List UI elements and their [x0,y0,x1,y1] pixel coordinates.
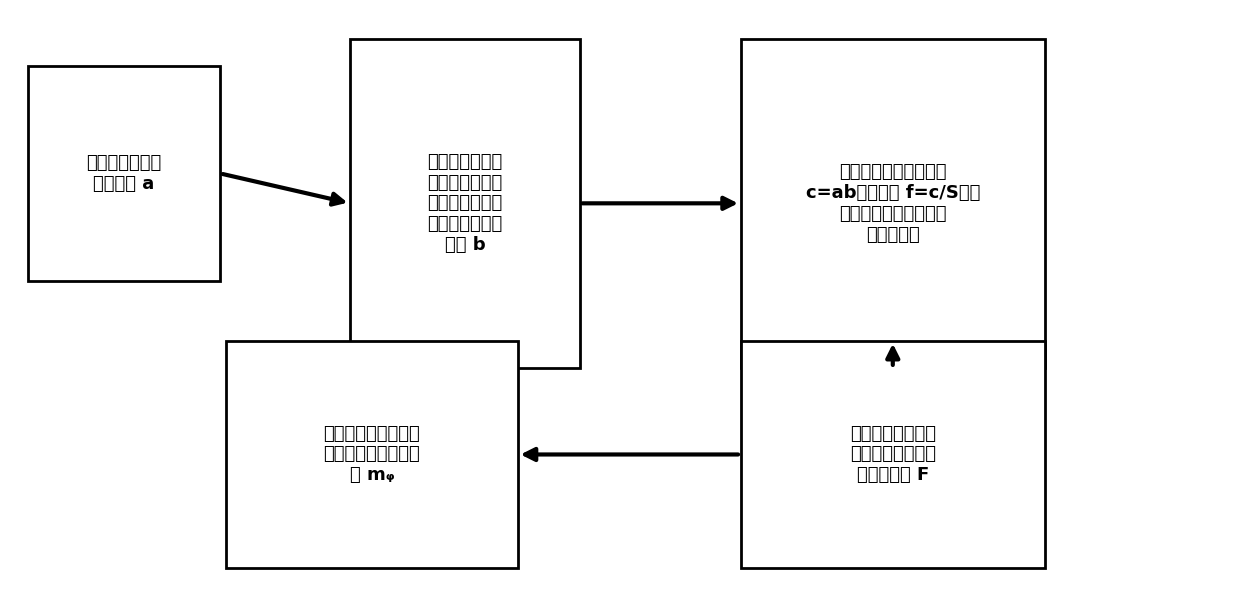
Text: 在其中选取若干
行柔性作物，计
算各行柔性作物
的植株数的平均
数为 b: 在其中选取若干 行柔性作物，计 算各行柔性作物 的植株数的平均 数为 b [428,152,502,254]
Text: 查阅相关资料，确
定该柔性作物种植
的最佳密度 F: 查阅相关资料，确 定该柔性作物种植 的最佳密度 F [849,425,936,484]
FancyBboxPatch shape [226,341,517,568]
FancyBboxPatch shape [740,341,1044,568]
Text: 将测试区域作物
行数记为 a: 将测试区域作物 行数记为 a [87,154,161,193]
Text: 根据公式计算柔性作
物的种植密度测试结
果 mᵩ: 根据公式计算柔性作 物的种植密度测试结 果 mᵩ [324,425,420,484]
Text: 计算单位面积的植株数
c=ab，其密度 f=c/S，或
使用其他直接或间接工
具计其密度: 计算单位面积的植株数 c=ab，其密度 f=c/S，或 使用其他直接或间接工 具… [806,163,980,243]
FancyBboxPatch shape [740,39,1044,368]
FancyBboxPatch shape [29,66,221,281]
FancyBboxPatch shape [350,39,579,368]
